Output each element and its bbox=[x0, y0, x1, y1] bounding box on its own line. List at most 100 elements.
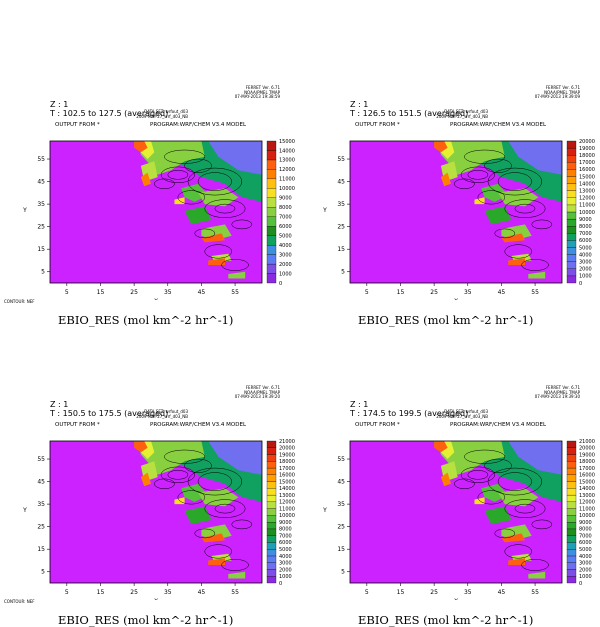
contour-line-7 bbox=[514, 503, 536, 514]
x-tick-label: 55 bbox=[231, 589, 239, 596]
colorbar-level-label: 3000 bbox=[279, 252, 292, 258]
info-data-line: DATA SET: wrfout_d03 bbox=[444, 109, 488, 114]
colorbar-level-label: 2000 bbox=[279, 262, 292, 268]
x-tick-label: 55 bbox=[531, 289, 539, 296]
colorbar-cell bbox=[566, 233, 577, 241]
field-region-8 bbox=[184, 206, 212, 225]
colorbar-cell bbox=[566, 535, 577, 543]
colorbar-level-label: 5000 bbox=[279, 233, 292, 239]
x-axis-label: X bbox=[454, 598, 458, 600]
colorbar-cell bbox=[566, 508, 577, 516]
x-axis-label: X bbox=[154, 598, 158, 600]
colorbar-level-label: 13000 bbox=[279, 493, 295, 499]
info-data-line: 2009-MAY-27_wrf_d03_NB bbox=[136, 113, 188, 119]
info-top-line: NOAA/PMEL TMAP bbox=[244, 89, 280, 95]
plot-panel-4: 5152535455551525354555XY0100020003000400… bbox=[300, 300, 600, 626]
x-tick-label: 5 bbox=[365, 289, 369, 296]
y-tick-label: 5 bbox=[341, 269, 345, 276]
colorbar-cell bbox=[266, 140, 277, 151]
field-region-7 bbox=[198, 488, 239, 507]
x-tick-label: 15 bbox=[97, 289, 105, 296]
info-top-line: 07-MAY-2013 19:39:20 bbox=[234, 394, 280, 399]
colorbar-cell bbox=[566, 521, 577, 530]
field-region-5 bbox=[134, 441, 148, 453]
colorbar-level-label: 5000 bbox=[579, 547, 592, 553]
plot-panel-3: 5152535455551525354555XY0100020003000400… bbox=[0, 300, 300, 626]
colorbar-level-label: 6000 bbox=[579, 540, 592, 546]
colorbar-level-label: 7000 bbox=[279, 533, 292, 539]
colorbar-cell bbox=[266, 474, 277, 482]
info-top-line: FERRET Ver. 6.71 bbox=[245, 385, 280, 390]
colorbar-cell bbox=[266, 447, 277, 455]
colorbar-level-label: 20000 bbox=[279, 446, 295, 452]
colorbar-cell bbox=[566, 247, 577, 255]
field-region-14 bbox=[508, 258, 525, 265]
output-label: OUTPUT FROM * bbox=[55, 422, 100, 428]
colorbar-cell bbox=[266, 508, 277, 516]
contour-line-6 bbox=[177, 490, 206, 505]
colorbar-level-label: 17000 bbox=[579, 466, 595, 472]
y-axis-label: Y bbox=[22, 507, 27, 514]
colorbar-cell bbox=[566, 467, 577, 475]
contour-line-7 bbox=[214, 203, 236, 214]
output-label: OUTPUT FROM * bbox=[355, 422, 400, 428]
colorbar-cell bbox=[266, 273, 277, 284]
z-label: Z : 1 bbox=[350, 100, 369, 109]
contour-line-11 bbox=[221, 259, 249, 271]
x-axis-label: X bbox=[154, 298, 158, 300]
t-label: T : 174.5 to 199.5 (averaged) bbox=[350, 409, 469, 418]
colorbar-cell bbox=[266, 569, 277, 577]
colorbar-level-label: 13000 bbox=[579, 189, 595, 195]
colorbar-cell bbox=[566, 474, 577, 482]
colorbar-cell bbox=[566, 555, 577, 563]
colorbar-cell bbox=[566, 454, 577, 462]
x-tick-label: 25 bbox=[130, 589, 138, 596]
colorbar-cell bbox=[266, 197, 277, 208]
colorbar-cell bbox=[266, 549, 277, 557]
colorbar-cell bbox=[266, 263, 277, 274]
colorbar-cell bbox=[266, 467, 277, 475]
field-region-12 bbox=[201, 233, 225, 243]
y-tick-label: 15 bbox=[337, 246, 345, 253]
field-region-5 bbox=[434, 441, 448, 453]
plot-frame bbox=[49, 440, 263, 584]
y-tick-label: 25 bbox=[337, 224, 345, 231]
colorbar-level-label: 13000 bbox=[579, 493, 595, 499]
contour-line-13 bbox=[454, 178, 475, 190]
info-top-line: 07-MAY-2013 19:39:30 bbox=[534, 394, 580, 399]
plot-panel-1: 5152535455551525354555XY0100020003000400… bbox=[0, 0, 300, 326]
colorbar-cell bbox=[566, 268, 577, 277]
z-label: Z : 1 bbox=[50, 100, 69, 109]
x-tick-label: 55 bbox=[531, 589, 539, 596]
y-tick-label: 5 bbox=[41, 569, 45, 576]
t-label: T : 126.5 to 151.5 (averaged) bbox=[350, 109, 469, 118]
contour-note: CONTOUR: NEF bbox=[4, 299, 35, 304]
info-top-line: 07-MAY-2013 19:39:09 bbox=[534, 94, 580, 99]
colorbar-level-label: 1000 bbox=[279, 574, 292, 580]
contour-line-8 bbox=[504, 199, 546, 218]
colorbar-cell bbox=[566, 461, 577, 469]
colorbar-cell bbox=[266, 178, 277, 189]
colorbar-level-label: 7000 bbox=[579, 533, 592, 539]
x-tick-label: 45 bbox=[198, 589, 206, 596]
y-tick-label: 45 bbox=[37, 179, 45, 186]
colorbar-level-label: 15000 bbox=[579, 479, 595, 485]
contour-line-12 bbox=[164, 449, 206, 464]
colorbar-cell bbox=[566, 211, 577, 220]
x-tick-label: 45 bbox=[498, 289, 506, 296]
colorbar-level-label: 9000 bbox=[279, 196, 292, 202]
field-region-15 bbox=[228, 271, 246, 279]
colorbar-level-label: 18000 bbox=[579, 153, 595, 159]
colorbar-level-label: 0 bbox=[579, 281, 582, 287]
contour-line-4 bbox=[197, 172, 232, 191]
heatmap-plot: 5152535455551525354555XY0100020003000400… bbox=[322, 139, 595, 300]
colorbar-cell bbox=[266, 254, 277, 265]
field-region-14 bbox=[208, 258, 225, 265]
info-data-line: 2009-MAY-27_wrf_d03_NB bbox=[436, 113, 488, 119]
y-tick-label: 35 bbox=[337, 501, 345, 508]
y-tick-label: 55 bbox=[337, 156, 345, 163]
colorbar-level-label: 9000 bbox=[279, 520, 292, 526]
heatmap-plot: 5152535455551525354555XY0100020003000400… bbox=[22, 439, 295, 600]
plot-caption: EBIO_RES (mol km^-2 hr^-1) bbox=[58, 313, 234, 327]
colorbar-cell bbox=[566, 528, 577, 536]
